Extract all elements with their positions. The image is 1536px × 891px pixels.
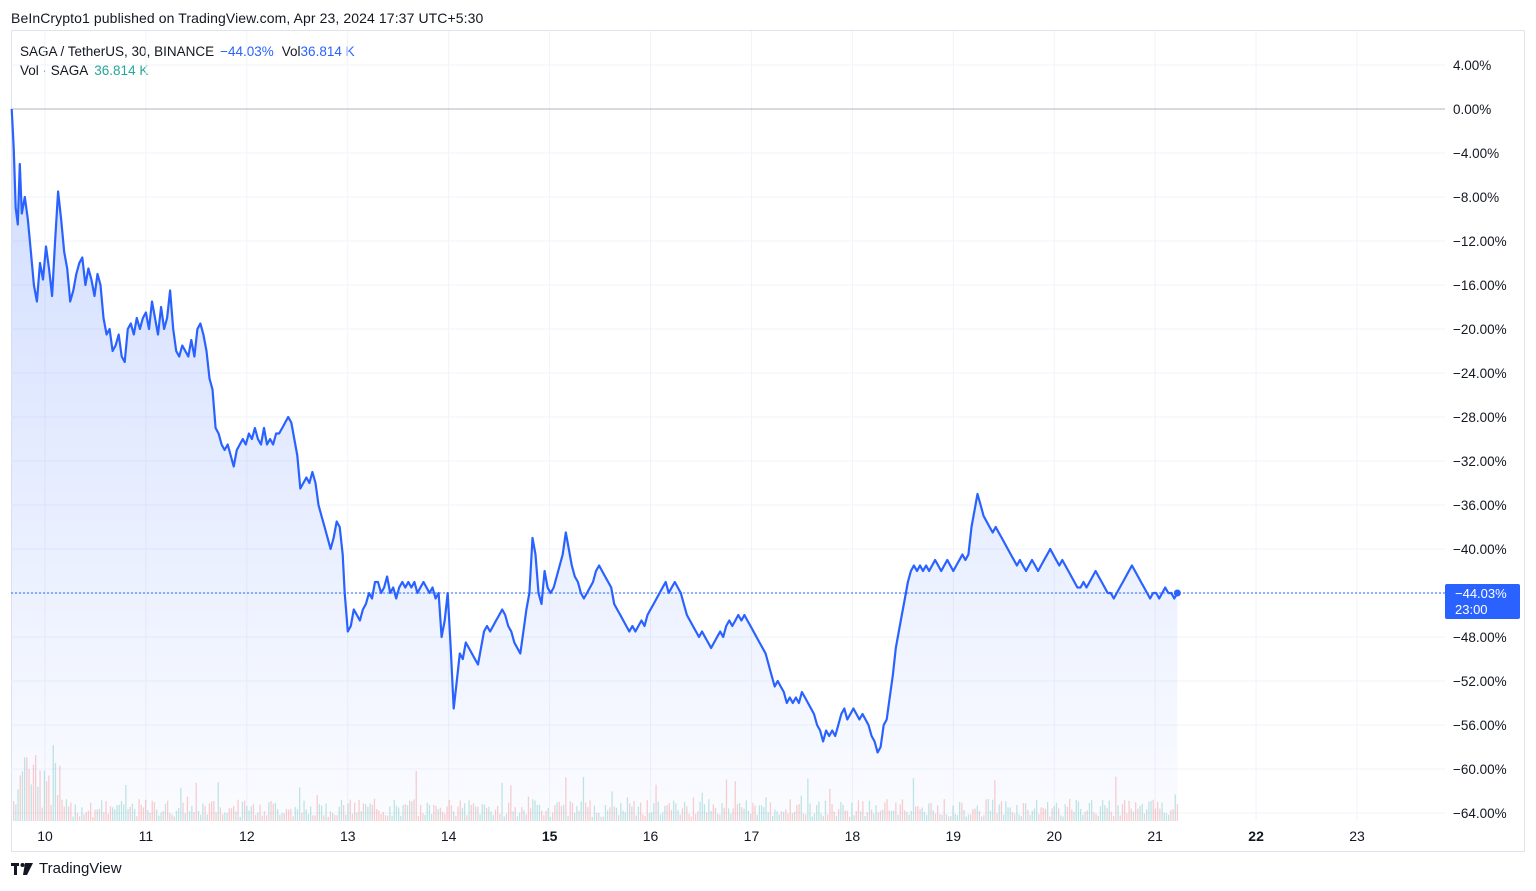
x-tick-label: 19	[946, 828, 962, 844]
last-price-dot	[1173, 589, 1181, 597]
x-tick-label: 12	[239, 828, 255, 844]
y-tick-label: −52.00%	[1453, 674, 1507, 689]
chart-legend: SAGA / TetherUS, 30, BINANCE −44.03% Vol36…	[20, 42, 355, 80]
legend-volume-row[interactable]: Vol · SAGA 36.814 K	[20, 61, 355, 80]
footer-brand[interactable]: TradingView	[11, 860, 122, 877]
legend-vol-label: Vol	[281, 44, 301, 59]
x-tick-label: 13	[340, 828, 356, 844]
legend-vol-row-label: Vol · SAGA	[20, 63, 89, 78]
y-tick-label: −12.00%	[1453, 234, 1507, 249]
x-tick-label: 23	[1349, 828, 1365, 844]
publisher-line: BeInCrypto1 published on TradingView.com…	[11, 10, 484, 26]
legend-symbol[interactable]: SAGA / TetherUS, 30, BINANCE	[20, 44, 215, 59]
y-tick-label: −32.00%	[1453, 454, 1507, 469]
y-axis[interactable]: 4.00% 0.00% −4.00% −8.00% −12.00% −16.00% −20.…	[1453, 58, 1507, 821]
x-tick-label: 21	[1147, 828, 1163, 844]
legend-vol-row-value: 36.814 K	[94, 63, 149, 78]
y-tick-label: 0.00%	[1453, 102, 1491, 117]
price-line	[10, 108, 1179, 754]
last-price-pct: −44.03%	[1455, 586, 1507, 601]
x-tick-label: 17	[744, 828, 760, 844]
chart-frame	[11, 30, 1525, 852]
price-area	[11, 109, 1178, 821]
y-tick-label: −60.00%	[1453, 762, 1507, 777]
x-tick-label: 10	[37, 828, 53, 844]
y-tick-label: −64.00%	[1453, 806, 1507, 821]
x-tick-label: 16	[643, 828, 659, 844]
y-tick-label: −16.00%	[1453, 278, 1507, 293]
y-tick-label: −8.00%	[1453, 190, 1499, 205]
y-tick-label: −4.00%	[1453, 146, 1499, 161]
y-tick-label: −56.00%	[1453, 718, 1507, 733]
y-tick-label: −36.00%	[1453, 498, 1507, 513]
y-tick-label: 4.00%	[1453, 58, 1491, 73]
y-tick-label: −24.00%	[1453, 366, 1507, 381]
x-tick-label: 20	[1046, 828, 1062, 844]
x-tick-label: 11	[139, 828, 154, 844]
y-tick-label: −28.00%	[1453, 410, 1507, 425]
legend-symbol-row[interactable]: SAGA / TetherUS, 30, BINANCE −44.03% Vol36…	[20, 42, 355, 61]
x-tick-label: 14	[441, 828, 457, 844]
last-price-time: 23:00	[1455, 602, 1488, 617]
last-price-label-box	[1445, 584, 1520, 619]
x-tick-label: 18	[845, 828, 861, 844]
footer-brand-name: TradingView	[39, 860, 122, 877]
last-price-label: −44.03% 23:00	[1445, 584, 1520, 619]
y-tick-label: −48.00%	[1453, 630, 1507, 645]
x-axis[interactable]: 10 11 12 13 14 15 16 17 18 19 20 21 22 23	[37, 828, 1365, 844]
legend-vol-value: 36.814 K	[300, 44, 355, 59]
x-tick-label: 22	[1248, 828, 1264, 844]
x-tick-label: 15	[542, 828, 558, 844]
y-tick-label: −40.00%	[1453, 542, 1507, 557]
y-tick-label: −20.00%	[1453, 322, 1507, 337]
volume-bar	[1176, 804, 1179, 821]
tradingview-logo-icon	[11, 862, 33, 876]
